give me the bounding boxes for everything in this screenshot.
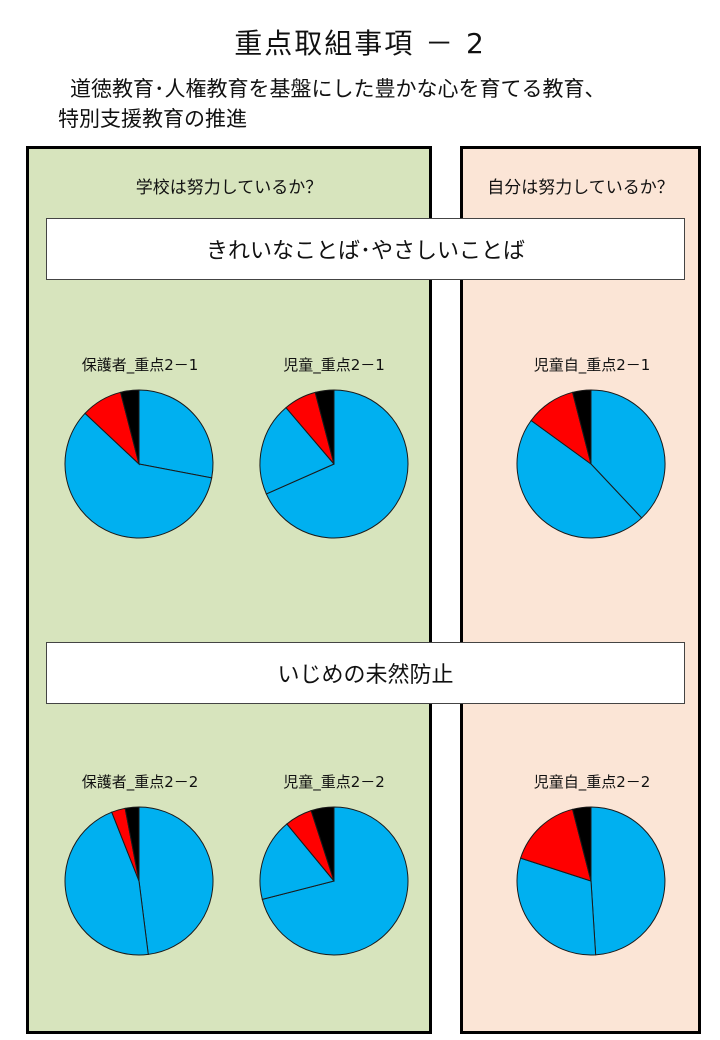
page-subtitle: 道徳教育･人権教育を基盤にした豊かな心を育てる教育、 特別支援教育の推進 [58, 74, 698, 134]
pie-chart-self-2-1 [516, 389, 666, 539]
pie-slice-4 [310, 806, 335, 882]
pie-slice-4 [124, 806, 140, 882]
self-panel-heading: 自分は努力しているか？ [487, 178, 674, 198]
page-title: 重点取組事項 － 2 [234, 27, 486, 60]
chart-title-self-2-2: 児童自_重点2－2 [533, 773, 651, 791]
pie-slice-1 [590, 806, 666, 956]
banner-bullying-prevention: いじめの未然防止 [46, 642, 685, 704]
pie-slice-1 [138, 389, 214, 479]
chart-title-self-2-1: 児童自_重点2－1 [533, 356, 651, 374]
pie-slice-4 [571, 389, 592, 465]
subtitle-line-1: 道徳教育･人権教育を基盤にした豊かな心を育てる教育、 [70, 77, 606, 101]
chart-title-parent-2-1: 保護者_重点2－1 [81, 356, 199, 374]
pie-chart-student-2-2 [259, 806, 409, 956]
pie-slice-3 [519, 808, 592, 882]
chart-title-student-2-2: 児童_重点2－2 [283, 773, 385, 791]
chart-title-student-2-1: 児童_重点2－1 [283, 356, 385, 374]
pie-slice-4 [571, 806, 592, 882]
pie-slice-2 [64, 811, 149, 956]
pie-slice-1 [138, 806, 214, 955]
pie-slice-2 [259, 406, 335, 495]
pie-slice-1 [265, 389, 409, 539]
pie-slice-4 [119, 389, 140, 465]
pie-slice-2 [64, 412, 213, 539]
pie-chart-student-2-1 [259, 389, 409, 539]
banner-kind-words: きれいなことば･やさしいことば [46, 218, 685, 280]
pie-slice-1 [590, 389, 666, 519]
pie-slice-1 [261, 806, 409, 956]
pie-slice-4 [314, 389, 335, 465]
pie-slice-2 [516, 419, 643, 539]
chart-title-parent-2-2: 保護者_重点2－2 [81, 773, 199, 791]
pie-chart-parent-2-1 [64, 389, 214, 539]
school-panel-heading: 学校は努力しているか？ [135, 178, 323, 198]
pie-chart-self-2-2 [516, 806, 666, 956]
pie-chart-parent-2-2 [64, 806, 214, 956]
pie-slice-2 [259, 823, 335, 901]
pie-slice-2 [516, 857, 597, 956]
subtitle-line-2: 特別支援教育の推進 [58, 107, 247, 131]
